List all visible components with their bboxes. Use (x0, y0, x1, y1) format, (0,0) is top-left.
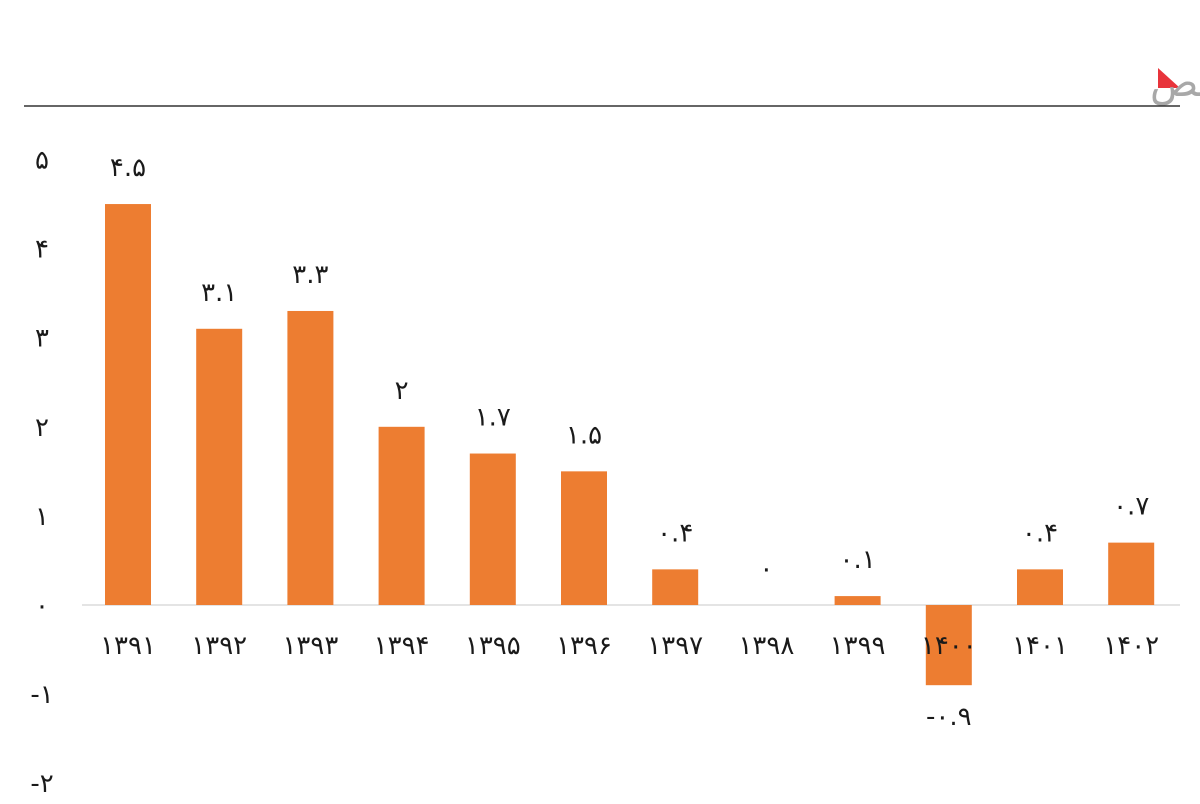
bar-value-label: ۳.۳ (292, 260, 328, 290)
y-tick-label: ۵ (35, 146, 49, 176)
title-accent-triangle-icon (1158, 68, 1180, 88)
bar-value-label: ۰.۴ (1022, 518, 1058, 548)
bar (652, 569, 699, 605)
bar (834, 596, 881, 605)
bar-value-label: ۱.۵ (566, 420, 602, 450)
bar (1108, 542, 1155, 605)
bar (925, 605, 972, 686)
bar-value-label: ۳.۱ (201, 278, 237, 308)
x-category-label: ۱۴۰۲ (1103, 631, 1159, 661)
y-tick-label: ۳ (35, 324, 49, 354)
bar (196, 328, 243, 605)
bar (561, 471, 607, 605)
x-category-label: ۱۳۹۱ (100, 631, 156, 661)
bar (105, 204, 151, 606)
bar-value-label: ۲ (395, 376, 409, 406)
bar-value-label: ۰.۷ (1113, 492, 1149, 522)
bar (1017, 569, 1063, 605)
x-category-label: ۱۳۹۸ (738, 631, 794, 661)
y-tick-label: ۱ (35, 502, 49, 532)
y-tick-label: ۴ (35, 235, 49, 265)
x-category-label: ۱۳۹۶ (556, 631, 612, 661)
bar-value-label: ۱.۷ (475, 403, 511, 433)
y-tick-label: -۲ (30, 769, 53, 799)
x-category-label: ۱۳۹۷ (647, 631, 703, 661)
bar-value-label: -۰.۹ (926, 702, 972, 732)
x-category-label: ۱۳۹۳ (282, 631, 338, 661)
chart-title: رشد سالانه موجودی کل سرمایه خالص (1150, 60, 1200, 106)
y-tick-label: ۲ (35, 413, 49, 443)
x-category-label: ۱۳۹۹ (830, 631, 886, 661)
bar (469, 453, 516, 605)
bars (105, 204, 1155, 686)
bar-value-label: ۴.۵ (110, 153, 146, 183)
bar-value-label: ۰.۴ (657, 518, 693, 548)
x-category-label: ۱۳۹۵ (465, 631, 521, 661)
x-category-label: ۱۳۹۲ (191, 631, 247, 661)
bar (287, 310, 334, 605)
y-tick-label: ۰ (35, 591, 49, 621)
chart-header: رشد سالانه موجودی کل سرمایه خالص (24, 60, 1200, 107)
y-tick-label: -۱ (30, 680, 53, 710)
bar-value-label: ۰.۱ (839, 545, 875, 575)
x-category-label: ۱۳۹۴ (374, 631, 430, 661)
x-category-label: ۱۴۰۰ (921, 631, 977, 661)
x-axis: ۱۳۹۱ ۱۳۹۲ ۱۳۹۳ ۱۳۹۴ ۱۳۹۵ ۱۳۹۶ ۱۳۹۷ ۱۳۹۸ ۱۳۹۹ ۱۴۰۰… (100, 631, 1159, 661)
bar-value-label: ۰ (759, 554, 773, 584)
bar (378, 426, 425, 605)
value-labels: ۴.۵ ۳.۱ ۳.۳ ۲ ۱.۷ ۱.۵ ۰.۴ ۰ ۰.۱ -۰.۹ ۰.۴ ۰.۷ (110, 153, 1149, 732)
y-axis: ۵ ۴ ۳ ۲ ۱ ۰ -۱ -۲ (30, 146, 53, 800)
x-category-label: ۱۴۰۱ (1012, 631, 1068, 661)
